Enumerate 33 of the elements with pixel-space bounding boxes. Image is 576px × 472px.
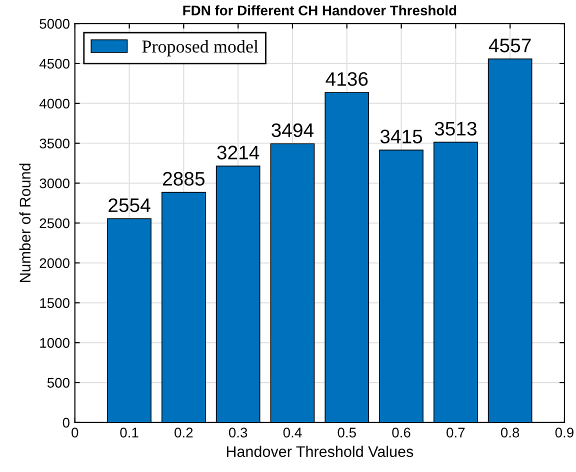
- x-tick-label: 0.3: [228, 428, 248, 438]
- data-label: 3214: [217, 146, 260, 160]
- chart-title: FDN for Different CH Handover Threshold: [183, 5, 456, 16]
- y-tick-label: 4000: [39, 98, 70, 109]
- data-label: 3494: [272, 123, 314, 138]
- y-tick-label: 500: [47, 378, 70, 388]
- x-tick-label: 0.5: [338, 428, 356, 438]
- x-tick-label: 0.9: [555, 428, 574, 438]
- x-tick-label: 0: [72, 428, 78, 438]
- y-tick-label: 0: [62, 418, 70, 428]
- data-label: 3415: [380, 130, 422, 144]
- y-tick-label: 2500: [40, 218, 70, 228]
- x-tick-label: 0.8: [500, 428, 520, 438]
- y-tick-label: 5000: [40, 18, 70, 29]
- y-tick-label: 3500: [40, 138, 70, 148]
- x-tick-label: 0.1: [120, 428, 138, 438]
- data-label: 4136: [326, 72, 368, 86]
- y-axis-title: Number of Round: [19, 164, 31, 282]
- data-label: 2885: [163, 172, 204, 186]
- x-axis-title: Handover Threshold Values: [226, 446, 414, 458]
- data-label: 4557: [488, 38, 531, 52]
- data-label: 2554: [108, 198, 150, 212]
- legend-label: Proposed model: [142, 40, 258, 56]
- x-tick-label: 0.7: [446, 428, 465, 438]
- y-tick-label: 1500: [40, 298, 70, 308]
- y-tick-label: 2000: [40, 258, 70, 268]
- data-label: 3513: [434, 122, 476, 136]
- y-tick-label: 4500: [39, 58, 70, 69]
- x-tick-label: 0.4: [283, 428, 302, 438]
- y-tick-label: 1000: [40, 338, 70, 348]
- y-tick-label: 3000: [40, 178, 70, 188]
- x-tick-label: 0.6: [392, 428, 410, 438]
- x-tick-label: 0.2: [174, 428, 193, 438]
